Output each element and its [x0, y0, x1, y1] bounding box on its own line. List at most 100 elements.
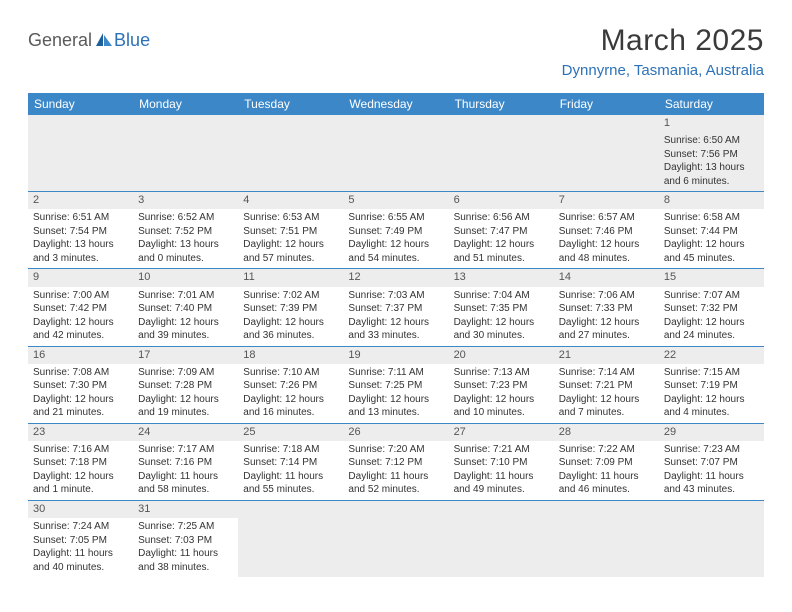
daylight-text-2: and 36 minutes. [243, 329, 339, 343]
sunset-text: Sunset: 7:35 PM [454, 302, 550, 316]
day-number: 23 [28, 424, 133, 441]
day-details: Sunrise: 7:22 AMSunset: 7:09 PMDaylight:… [554, 441, 659, 500]
daylight-text-2: and 1 minute. [33, 483, 129, 497]
sunrise-text: Sunrise: 7:08 AM [33, 366, 129, 380]
day-header: Tuesday [238, 93, 343, 115]
sunset-text: Sunset: 7:56 PM [664, 148, 760, 162]
daylight-text: Daylight: 11 hours [33, 547, 129, 561]
sunrise-text: Sunrise: 7:09 AM [138, 366, 234, 380]
day-cell: 25Sunrise: 7:18 AMSunset: 7:14 PMDayligh… [238, 423, 343, 500]
day-details: Sunrise: 7:07 AMSunset: 7:32 PMDaylight:… [659, 287, 764, 346]
day-number: 22 [659, 347, 764, 364]
day-details: Sunrise: 7:04 AMSunset: 7:35 PMDaylight:… [449, 287, 554, 346]
week-row: 16Sunrise: 7:08 AMSunset: 7:30 PMDayligh… [28, 346, 764, 423]
day-cell: 18Sunrise: 7:10 AMSunset: 7:26 PMDayligh… [238, 346, 343, 423]
sunrise-text: Sunrise: 7:24 AM [33, 520, 129, 534]
daylight-text-2: and 48 minutes. [559, 252, 655, 266]
daylight-text-2: and 40 minutes. [33, 561, 129, 575]
day-number: 20 [449, 347, 554, 364]
daylight-text-2: and 27 minutes. [559, 329, 655, 343]
day-cell: 29Sunrise: 7:23 AMSunset: 7:07 PMDayligh… [659, 423, 764, 500]
day-details: Sunrise: 7:11 AMSunset: 7:25 PMDaylight:… [343, 364, 448, 423]
sunrise-text: Sunrise: 7:13 AM [454, 366, 550, 380]
sunrise-text: Sunrise: 7:16 AM [33, 443, 129, 457]
day-cell: 30Sunrise: 7:24 AMSunset: 7:05 PMDayligh… [28, 500, 133, 577]
sunrise-text: Sunrise: 7:21 AM [454, 443, 550, 457]
daylight-text-2: and 51 minutes. [454, 252, 550, 266]
day-details: Sunrise: 6:58 AMSunset: 7:44 PMDaylight:… [659, 209, 764, 268]
sunrise-text: Sunrise: 7:20 AM [348, 443, 444, 457]
week-row: 9Sunrise: 7:00 AMSunset: 7:42 PMDaylight… [28, 269, 764, 346]
daylight-text: Daylight: 12 hours [33, 470, 129, 484]
day-number: 8 [659, 192, 764, 209]
week-row: 23Sunrise: 7:16 AMSunset: 7:18 PMDayligh… [28, 423, 764, 500]
sunset-text: Sunset: 7:03 PM [138, 534, 234, 548]
sunset-text: Sunset: 7:49 PM [348, 225, 444, 239]
sunset-text: Sunset: 7:16 PM [138, 456, 234, 470]
day-details: Sunrise: 7:20 AMSunset: 7:12 PMDaylight:… [343, 441, 448, 500]
sunset-text: Sunset: 7:46 PM [559, 225, 655, 239]
daylight-text: Daylight: 12 hours [33, 393, 129, 407]
day-number: 17 [133, 347, 238, 364]
page-header: General Blue March 2025 Dynnyrne, Tasman… [28, 24, 764, 79]
day-details: Sunrise: 7:17 AMSunset: 7:16 PMDaylight:… [133, 441, 238, 500]
day-header: Thursday [449, 93, 554, 115]
sunset-text: Sunset: 7:14 PM [243, 456, 339, 470]
day-details: Sunrise: 7:18 AMSunset: 7:14 PMDaylight:… [238, 441, 343, 500]
daylight-text-2: and 58 minutes. [138, 483, 234, 497]
week-row: 30Sunrise: 7:24 AMSunset: 7:05 PMDayligh… [28, 500, 764, 577]
sunrise-text: Sunrise: 7:01 AM [138, 289, 234, 303]
day-cell: 19Sunrise: 7:11 AMSunset: 7:25 PMDayligh… [343, 346, 448, 423]
day-number: 3 [133, 192, 238, 209]
daylight-text: Daylight: 12 hours [454, 238, 550, 252]
day-cell: 4Sunrise: 6:53 AMSunset: 7:51 PMDaylight… [238, 192, 343, 269]
daylight-text-2: and 7 minutes. [559, 406, 655, 420]
daylight-text: Daylight: 13 hours [664, 161, 760, 175]
sunset-text: Sunset: 7:33 PM [559, 302, 655, 316]
day-cell [343, 500, 448, 577]
sunrise-text: Sunrise: 7:22 AM [559, 443, 655, 457]
daylight-text: Daylight: 12 hours [33, 316, 129, 330]
day-cell: 17Sunrise: 7:09 AMSunset: 7:28 PMDayligh… [133, 346, 238, 423]
daylight-text: Daylight: 13 hours [138, 238, 234, 252]
daylight-text-2: and 42 minutes. [33, 329, 129, 343]
day-cell [449, 500, 554, 577]
location: Dynnyrne, Tasmania, Australia [562, 62, 764, 79]
sunset-text: Sunset: 7:51 PM [243, 225, 339, 239]
daylight-text-2: and 45 minutes. [664, 252, 760, 266]
sunset-text: Sunset: 7:21 PM [559, 379, 655, 393]
day-cell: 12Sunrise: 7:03 AMSunset: 7:37 PMDayligh… [343, 269, 448, 346]
sunset-text: Sunset: 7:30 PM [33, 379, 129, 393]
sunrise-text: Sunrise: 6:56 AM [454, 211, 550, 225]
sunset-text: Sunset: 7:12 PM [348, 456, 444, 470]
sunrise-text: Sunrise: 6:57 AM [559, 211, 655, 225]
daylight-text: Daylight: 12 hours [454, 316, 550, 330]
daylight-text-2: and 49 minutes. [454, 483, 550, 497]
day-details: Sunrise: 7:16 AMSunset: 7:18 PMDaylight:… [28, 441, 133, 500]
daylight-text-2: and 16 minutes. [243, 406, 339, 420]
day-details: Sunrise: 6:52 AMSunset: 7:52 PMDaylight:… [133, 209, 238, 268]
daylight-text-2: and 54 minutes. [348, 252, 444, 266]
day-header: Friday [554, 93, 659, 115]
daylight-text: Daylight: 11 hours [243, 470, 339, 484]
daylight-text-2: and 38 minutes. [138, 561, 234, 575]
day-cell: 15Sunrise: 7:07 AMSunset: 7:32 PMDayligh… [659, 269, 764, 346]
day-details: Sunrise: 7:02 AMSunset: 7:39 PMDaylight:… [238, 287, 343, 346]
day-number: 19 [343, 347, 448, 364]
day-cell: 10Sunrise: 7:01 AMSunset: 7:40 PMDayligh… [133, 269, 238, 346]
sunrise-text: Sunrise: 7:17 AM [138, 443, 234, 457]
daylight-text: Daylight: 12 hours [454, 393, 550, 407]
day-header: Saturday [659, 93, 764, 115]
sunset-text: Sunset: 7:54 PM [33, 225, 129, 239]
daylight-text-2: and 46 minutes. [559, 483, 655, 497]
day-cell: 20Sunrise: 7:13 AMSunset: 7:23 PMDayligh… [449, 346, 554, 423]
daylight-text: Daylight: 12 hours [243, 393, 339, 407]
day-details: Sunrise: 6:57 AMSunset: 7:46 PMDaylight:… [554, 209, 659, 268]
sunrise-text: Sunrise: 7:15 AM [664, 366, 760, 380]
daylight-text: Daylight: 12 hours [559, 238, 655, 252]
sunrise-text: Sunrise: 7:07 AM [664, 289, 760, 303]
daylight-text: Daylight: 12 hours [348, 316, 444, 330]
day-number: 26 [343, 424, 448, 441]
day-cell [238, 115, 343, 192]
sunrise-text: Sunrise: 7:23 AM [664, 443, 760, 457]
